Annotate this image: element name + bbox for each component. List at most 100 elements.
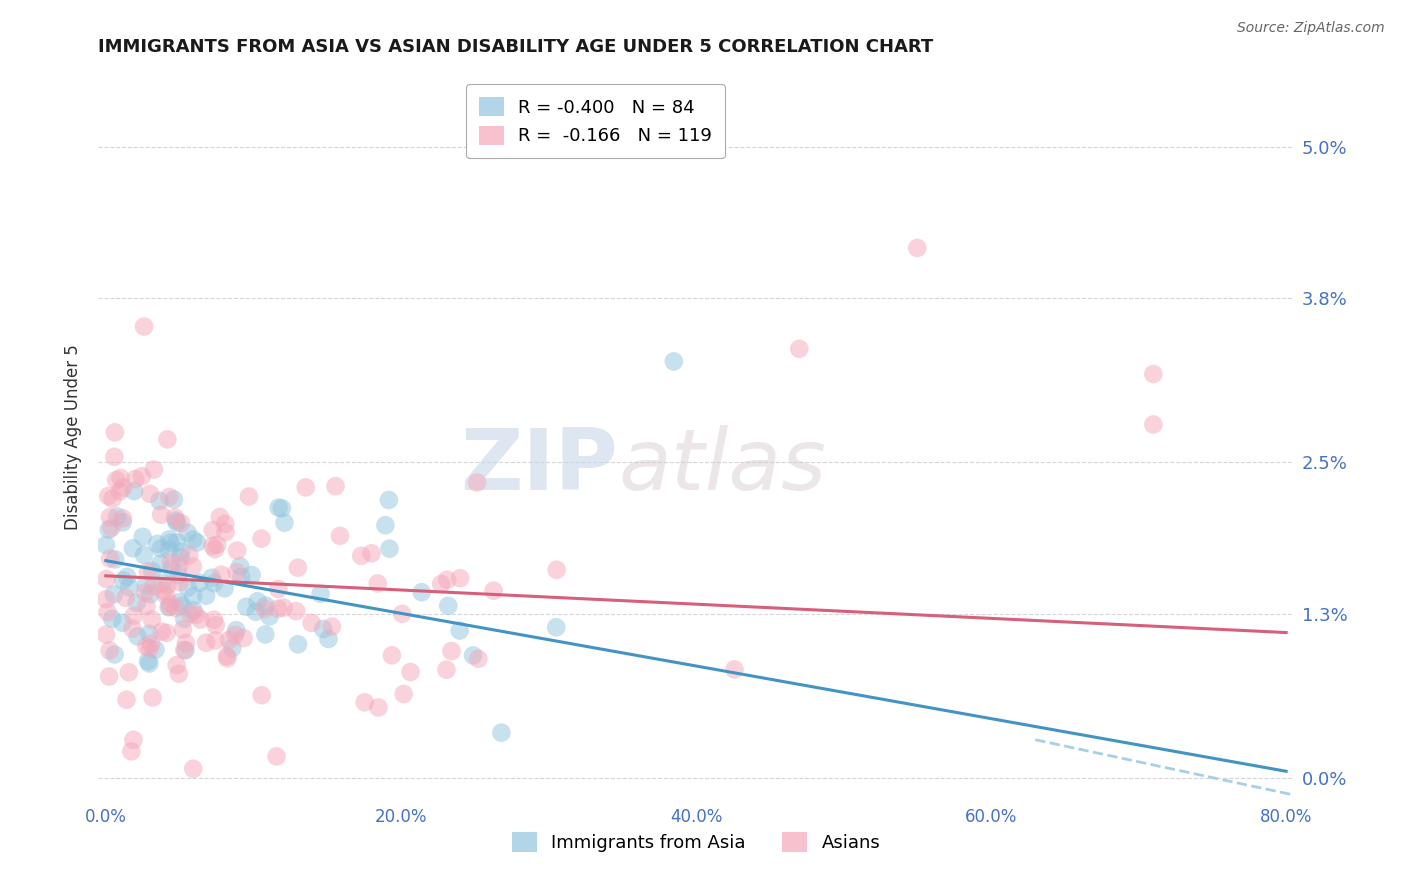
Point — [905, 241, 928, 255]
Point — [259, 609, 281, 624]
Point — [1142, 367, 1164, 381]
Point — [159, 599, 181, 614]
Point — [166, 535, 188, 549]
Point — [201, 571, 224, 585]
Point — [176, 525, 198, 540]
Point — [225, 565, 247, 579]
Point — [186, 535, 208, 549]
Point — [437, 599, 460, 613]
Point — [184, 607, 207, 622]
Point — [181, 533, 204, 547]
Point — [150, 624, 173, 639]
Point — [270, 501, 292, 516]
Point — [135, 599, 157, 613]
Point — [177, 581, 200, 595]
Point — [546, 563, 568, 577]
Point — [391, 607, 413, 621]
Text: Source: ZipAtlas.com: Source: ZipAtlas.com — [1237, 21, 1385, 35]
Point — [149, 557, 172, 571]
Point — [111, 511, 134, 525]
Point — [131, 530, 153, 544]
Point — [235, 599, 257, 614]
Point — [253, 601, 276, 615]
Point — [96, 605, 118, 619]
Point — [156, 625, 179, 640]
Y-axis label: Disability Age Under 5: Disability Age Under 5 — [65, 344, 83, 530]
Point — [155, 589, 177, 603]
Point — [94, 627, 117, 641]
Point — [204, 542, 226, 557]
Point — [97, 489, 120, 503]
Point — [273, 600, 295, 615]
Point — [188, 575, 211, 590]
Point — [169, 550, 191, 565]
Point — [172, 599, 194, 613]
Point — [157, 490, 180, 504]
Point — [190, 613, 212, 627]
Point — [181, 589, 204, 603]
Point — [181, 559, 204, 574]
Point — [245, 605, 267, 619]
Point — [254, 599, 277, 613]
Point — [214, 582, 236, 596]
Point — [98, 669, 121, 683]
Point — [108, 484, 131, 499]
Point — [96, 592, 118, 607]
Point — [104, 552, 127, 566]
Point — [195, 589, 218, 603]
Point — [165, 601, 187, 615]
Point — [399, 665, 422, 679]
Point — [139, 587, 162, 601]
Point — [204, 618, 226, 632]
Point — [215, 649, 238, 664]
Point — [150, 508, 173, 522]
Point — [325, 479, 347, 493]
Point — [98, 551, 121, 566]
Point — [167, 568, 190, 582]
Point — [367, 700, 389, 714]
Point — [392, 687, 415, 701]
Point — [141, 564, 163, 578]
Point — [214, 525, 236, 540]
Point — [218, 632, 240, 647]
Point — [172, 623, 194, 637]
Point — [141, 637, 163, 651]
Point — [118, 580, 141, 594]
Point — [170, 516, 193, 530]
Point — [195, 636, 218, 650]
Point — [238, 490, 260, 504]
Point — [131, 469, 153, 483]
Point — [156, 578, 179, 592]
Point — [312, 622, 335, 636]
Point — [170, 545, 193, 559]
Point — [254, 627, 277, 641]
Point — [149, 541, 172, 556]
Point — [374, 518, 396, 533]
Point — [217, 651, 239, 665]
Point — [125, 596, 148, 610]
Point — [138, 657, 160, 671]
Point — [662, 354, 685, 368]
Point — [353, 695, 375, 709]
Point — [250, 688, 273, 702]
Point — [173, 643, 195, 657]
Point — [267, 500, 290, 515]
Point — [148, 494, 170, 508]
Point — [287, 637, 309, 651]
Point — [160, 561, 183, 575]
Point — [183, 603, 205, 617]
Point — [118, 665, 141, 680]
Text: IMMIGRANTS FROM ASIA VS ASIAN DISABILITY AGE UNDER 5 CORRELATION CHART: IMMIGRANTS FROM ASIA VS ASIAN DISABILITY… — [98, 38, 934, 56]
Point — [157, 533, 180, 547]
Point — [350, 549, 373, 563]
Point — [181, 762, 204, 776]
Point — [138, 626, 160, 640]
Point — [121, 541, 143, 556]
Point — [139, 487, 162, 501]
Point — [105, 509, 128, 524]
Point — [266, 749, 288, 764]
Point — [169, 575, 191, 590]
Point — [167, 558, 190, 573]
Point — [224, 628, 246, 642]
Point — [101, 612, 124, 626]
